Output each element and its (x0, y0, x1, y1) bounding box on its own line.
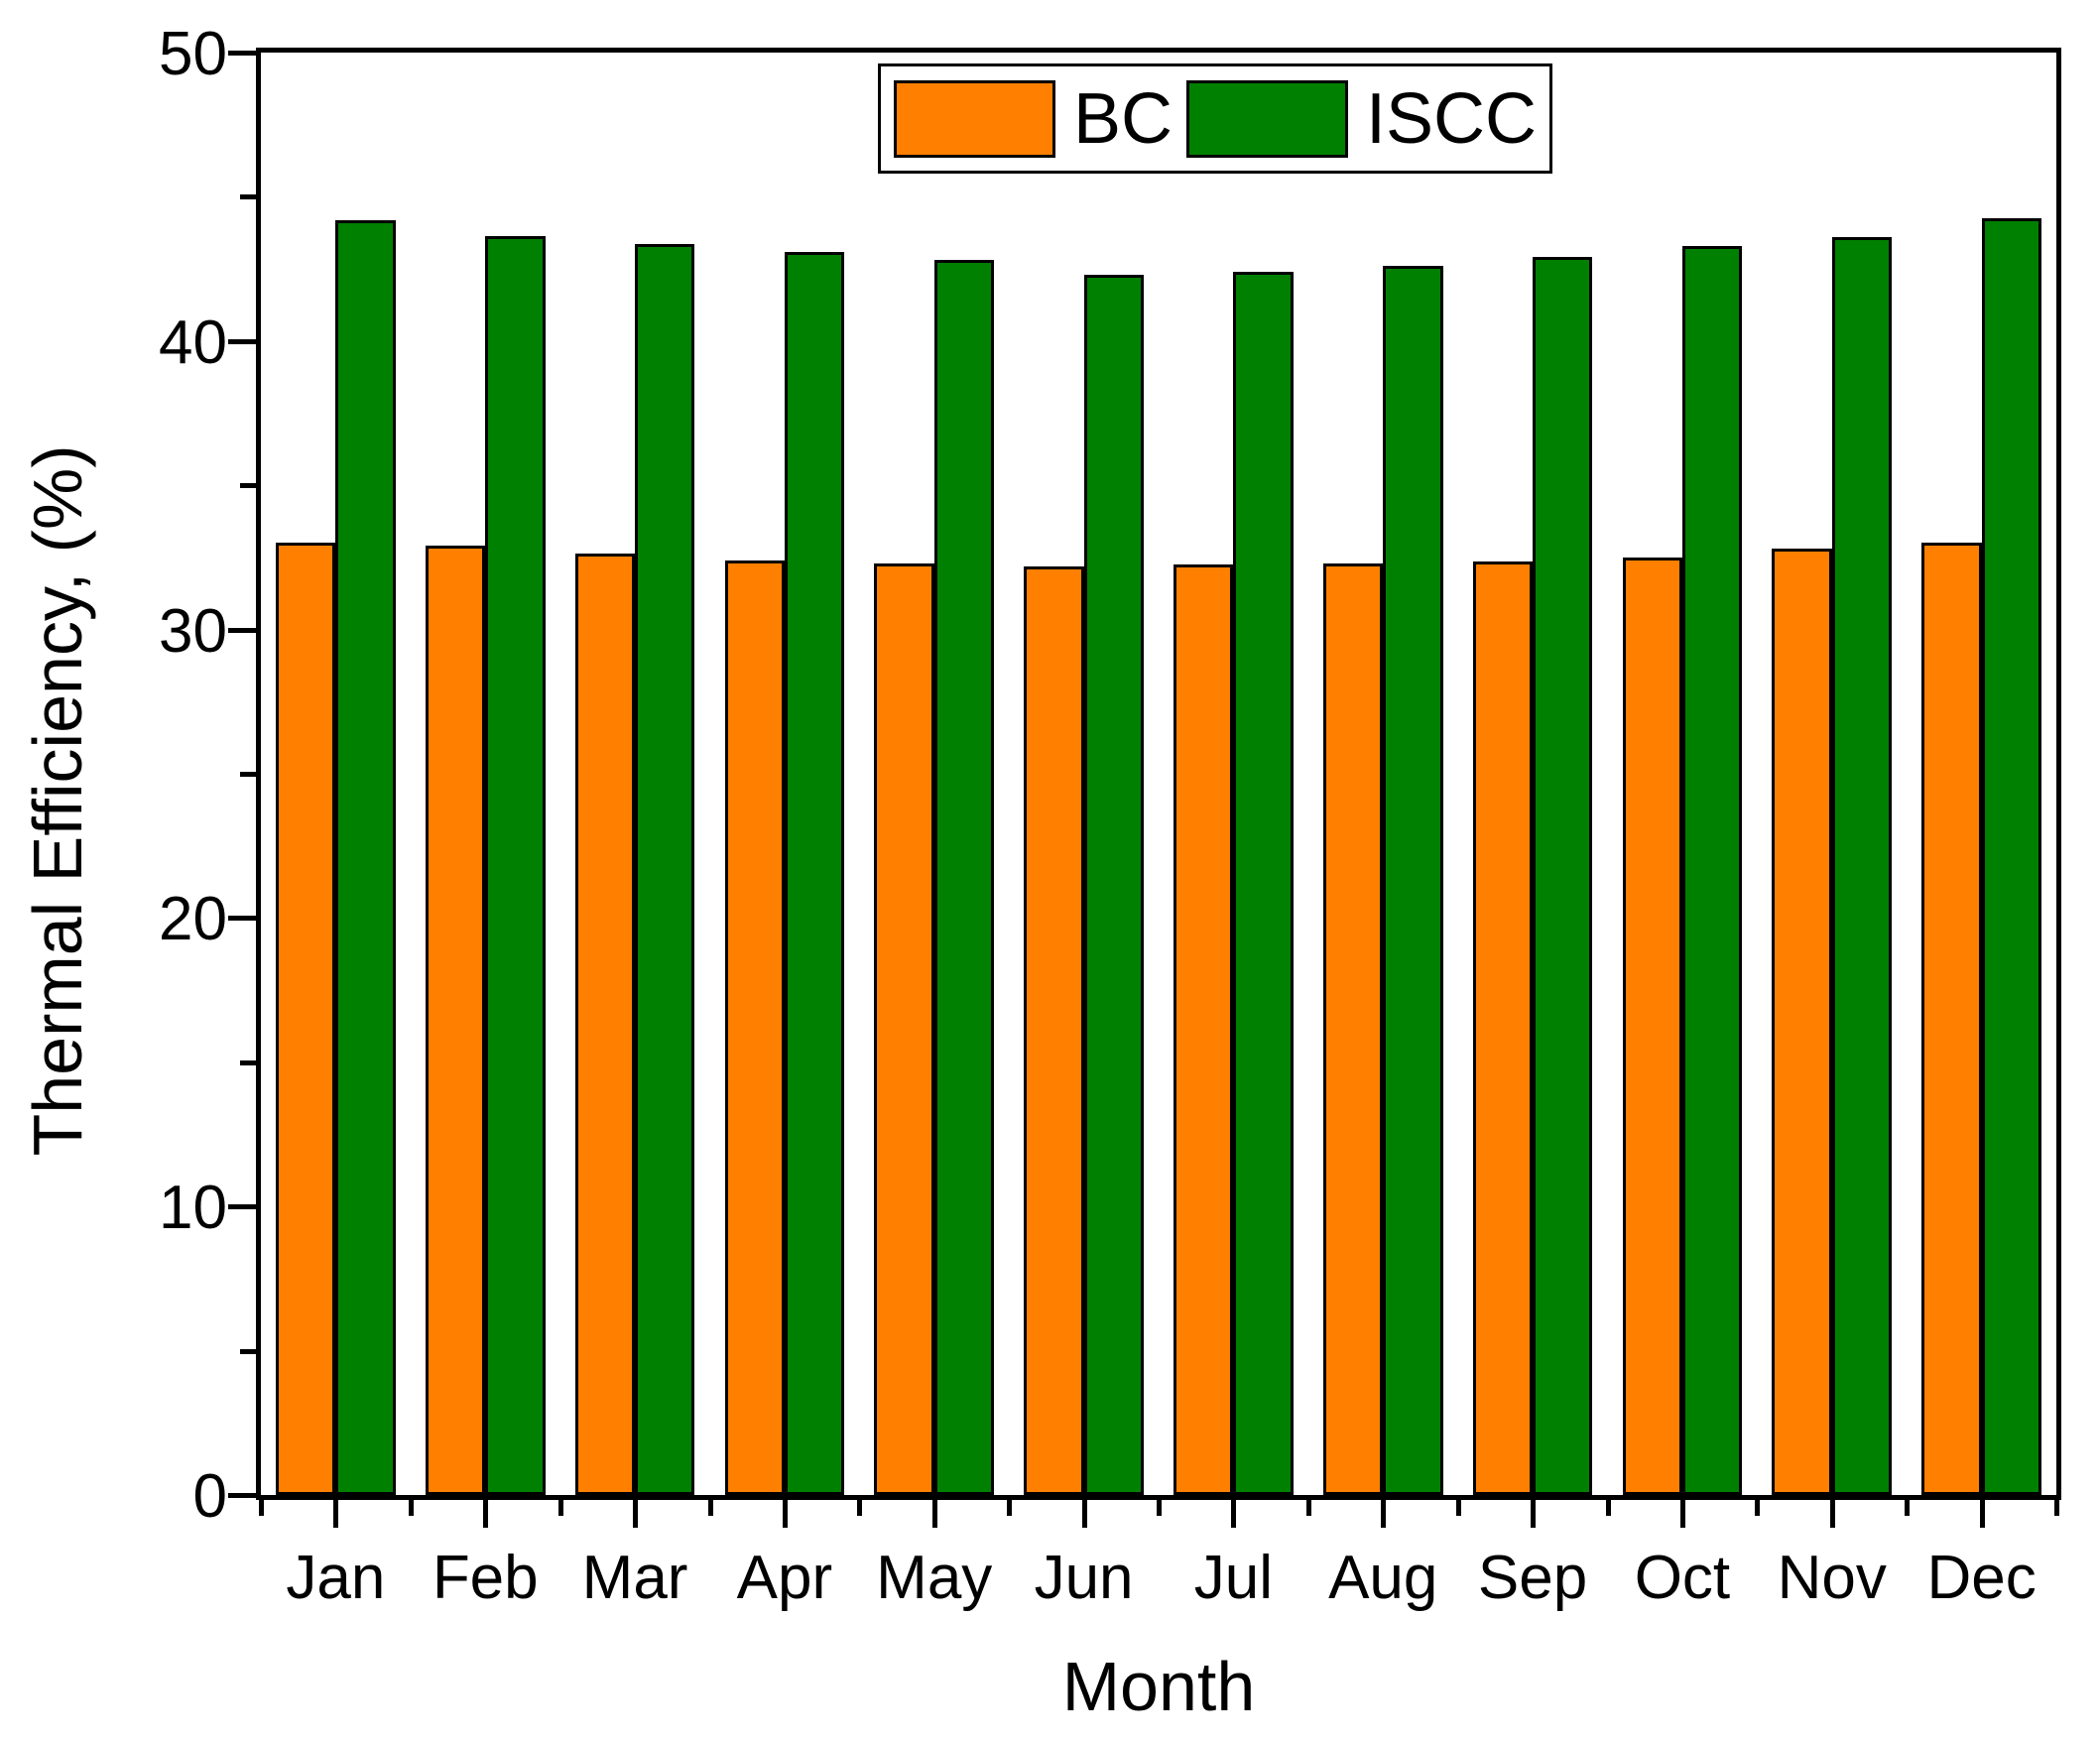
legend-label-bc: BC (1072, 78, 1173, 159)
legend-item-iscc: ISCC (1186, 78, 1538, 159)
y-major-tick (228, 916, 256, 922)
y-major-tick (228, 338, 256, 344)
x-major-tick (1081, 1500, 1087, 1528)
x-major-tick (782, 1500, 788, 1528)
y-tick-label: 10 (159, 1174, 227, 1243)
bar-iscc-dec (1981, 218, 2041, 1495)
legend-swatch-bc (893, 79, 1055, 158)
x-tick-label-nov: Nov (1777, 1544, 1887, 1612)
x-tick-label-dec: Dec (1926, 1544, 2037, 1612)
bar-bc-mar (574, 553, 636, 1495)
y-tick-label: 0 (192, 1462, 227, 1531)
bar-iscc-oct (1681, 245, 1743, 1495)
x-major-tick (483, 1500, 489, 1528)
legend-swatch-iscc (1186, 79, 1348, 158)
y-minor-tick (240, 1348, 256, 1354)
x-minor-tick (1755, 1500, 1761, 1516)
y-tick-label: 40 (159, 308, 227, 377)
x-major-tick (1531, 1500, 1537, 1528)
y-tick-label: 50 (159, 20, 227, 88)
x-minor-tick (707, 1500, 713, 1516)
y-minor-tick (240, 483, 256, 489)
y-major-tick (228, 1493, 256, 1498)
y-axis-title: Thermal Efficiency, (%) (19, 444, 96, 1157)
x-tick-label-may: May (876, 1544, 993, 1612)
bar-iscc-apr (784, 251, 845, 1495)
x-tick-label-oct: Oct (1634, 1544, 1731, 1612)
x-minor-tick (2054, 1500, 2059, 1516)
bar-iscc-jan (335, 219, 396, 1495)
y-major-tick (228, 1204, 256, 1210)
x-tick-label-jun: Jun (1034, 1544, 1134, 1612)
x-tick-label-jul: Jul (1193, 1544, 1274, 1612)
x-tick-label-mar: Mar (581, 1544, 688, 1612)
x-minor-tick (259, 1500, 264, 1516)
x-major-tick (1979, 1500, 1985, 1528)
bar-bc-apr (724, 560, 785, 1495)
x-minor-tick (1157, 1500, 1162, 1516)
x-major-tick (1381, 1500, 1387, 1528)
bar-bc-aug (1322, 562, 1384, 1495)
x-tick-label-apr: Apr (736, 1544, 833, 1612)
x-tick-label-sep: Sep (1477, 1544, 1588, 1612)
x-tick-label-jan: Jan (286, 1544, 386, 1612)
legend-item-bc: BC (893, 78, 1173, 159)
x-major-tick (1829, 1500, 1835, 1528)
y-major-tick (228, 51, 256, 56)
x-major-tick (1679, 1500, 1685, 1528)
legend-label-iscc: ISCC (1366, 78, 1538, 159)
y-major-tick (228, 627, 256, 633)
bar-iscc-may (933, 260, 995, 1495)
bar-bc-nov (1772, 549, 1832, 1495)
bar-iscc-jul (1233, 272, 1294, 1495)
x-axis-title: Month (1061, 1648, 1256, 1725)
bar-iscc-mar (635, 244, 695, 1495)
x-minor-tick (408, 1500, 414, 1516)
y-tick-label: 30 (159, 596, 227, 666)
bar-bc-dec (1921, 543, 1982, 1495)
bar-bc-jul (1174, 564, 1234, 1495)
x-major-tick (1231, 1500, 1237, 1528)
bar-bc-oct (1622, 557, 1682, 1495)
x-major-tick (633, 1500, 639, 1528)
bar-bc-jan (276, 543, 336, 1495)
x-major-tick (333, 1500, 339, 1528)
x-minor-tick (1605, 1500, 1611, 1516)
x-minor-tick (1305, 1500, 1311, 1516)
x-tick-label-aug: Aug (1328, 1544, 1438, 1612)
bar-iscc-sep (1533, 257, 1593, 1495)
bar-iscc-jun (1083, 274, 1144, 1495)
x-minor-tick (1905, 1500, 1911, 1516)
bar-iscc-aug (1383, 266, 1443, 1495)
x-minor-tick (1455, 1500, 1461, 1516)
y-minor-tick (240, 194, 256, 200)
x-minor-tick (857, 1500, 863, 1516)
y-minor-tick (240, 772, 256, 777)
x-minor-tick (557, 1500, 563, 1516)
y-minor-tick (240, 1059, 256, 1065)
bar-iscc-feb (485, 235, 546, 1495)
y-tick-label: 20 (159, 885, 227, 954)
bar-bc-jun (1024, 565, 1084, 1495)
legend: BC ISCC (878, 63, 1552, 174)
x-minor-tick (1007, 1500, 1013, 1516)
bar-bc-may (874, 562, 934, 1495)
bar-bc-sep (1472, 561, 1534, 1495)
bar-bc-feb (425, 546, 486, 1495)
bar-iscc-nov (1831, 237, 1893, 1495)
x-tick-label-feb: Feb (432, 1544, 539, 1612)
x-major-tick (931, 1500, 937, 1528)
